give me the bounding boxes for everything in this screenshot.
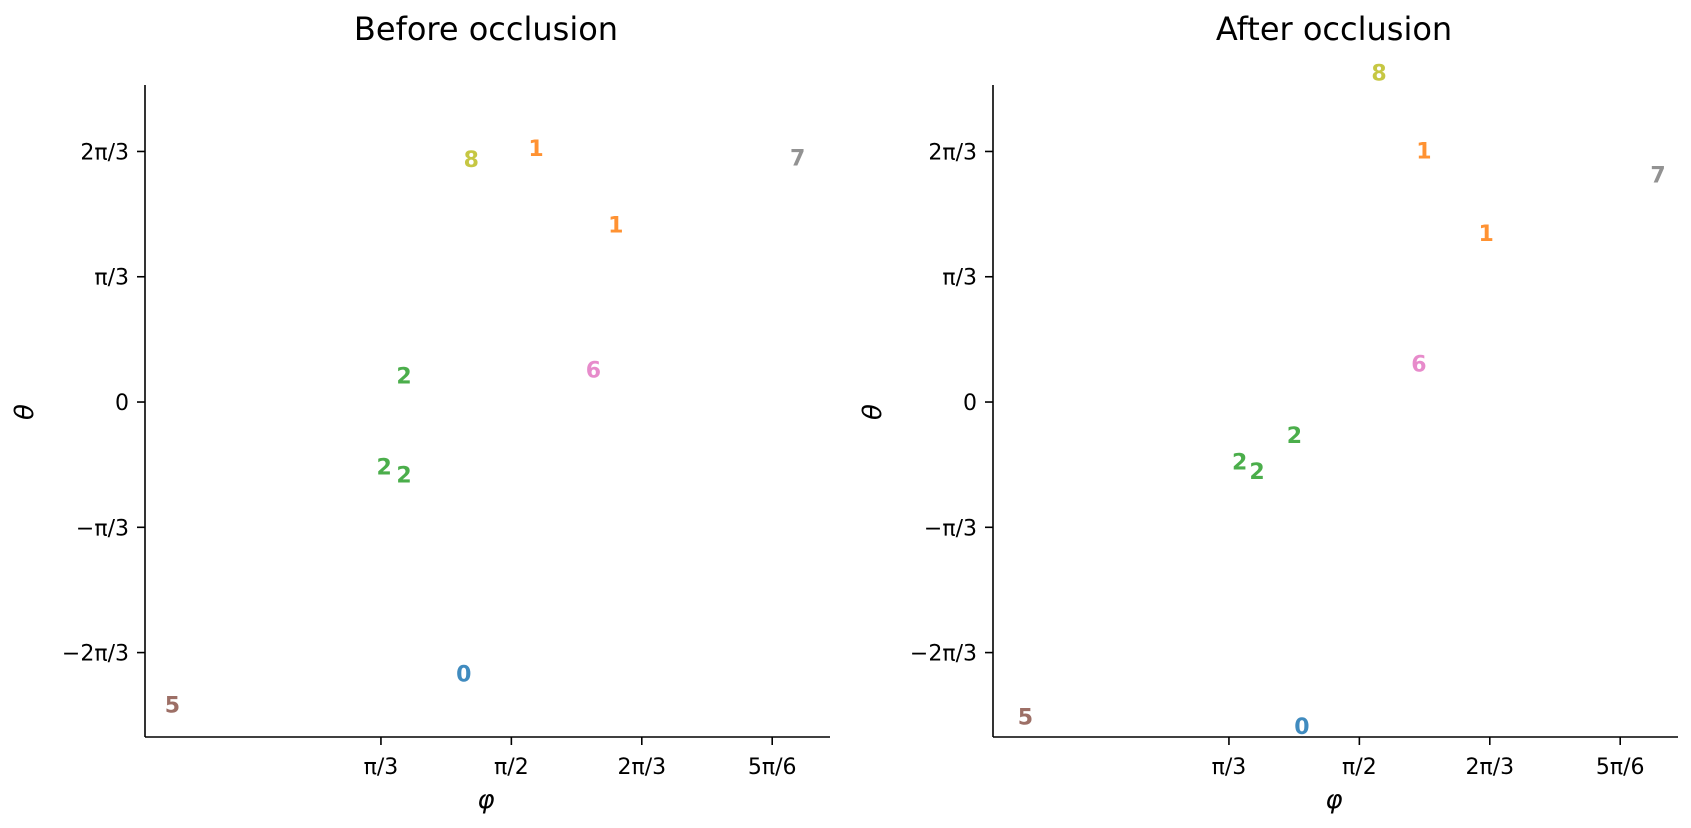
x-tick-label: 2π/3	[617, 755, 666, 780]
y-tick-label: −2π/3	[62, 642, 129, 667]
y-axis-label: θ	[858, 404, 888, 420]
data-point-label: 5	[1018, 705, 1033, 730]
data-point-label: 1	[1479, 222, 1494, 247]
data-point-label: 1	[1416, 139, 1431, 164]
data-point-label: 2	[376, 455, 391, 480]
x-tick-label: π/3	[1212, 755, 1247, 780]
x-tick-label: π/2	[494, 755, 529, 780]
panel-before-occlusion: Before occlusion φ θ π/3 π/2 2π/3 5π/6 2π/3…	[10, 10, 830, 815]
data-point-label: 2	[1287, 424, 1302, 449]
y-ticks: 2π/3 π/3 0 −π/3 −2π/3	[62, 140, 145, 667]
data-point-label: 7	[1650, 163, 1665, 188]
data-point-label: 2	[1249, 460, 1264, 485]
data-point-label: 8	[464, 148, 479, 173]
data-point-label: 2	[396, 364, 411, 389]
x-tick-label: 5π/6	[1596, 755, 1645, 780]
x-tick-label: π/3	[364, 755, 399, 780]
data-point-label: 2	[1232, 451, 1247, 476]
y-tick-label: 0	[115, 391, 129, 416]
x-axis-label: φ	[477, 785, 494, 815]
panel-title: Before occlusion	[354, 10, 618, 48]
y-tick-label: 2π/3	[80, 140, 129, 165]
panel-after-occlusion: After occlusion φ θ π/3 π/2 2π/3 5π/6 2π/3π…	[858, 10, 1678, 815]
data-point-label: 1	[608, 214, 623, 239]
panel-title: After occlusion	[1216, 10, 1452, 48]
y-axis-label: θ	[10, 404, 40, 420]
data-point-label: 0	[456, 662, 471, 687]
scatter-marks: 18 712 62 205	[165, 137, 806, 718]
x-ticks: π/3 π/2 2π/3 5π/6	[1212, 737, 1645, 780]
y-tick-label: 0	[963, 391, 977, 416]
y-tick-label: −π/3	[924, 516, 977, 541]
x-tick-label: 5π/6	[748, 755, 797, 780]
data-point-label: 2	[396, 464, 411, 489]
y-ticks: 2π/3 π/3 0 −π/3 −2π/3	[910, 140, 993, 667]
x-axis-label: φ	[1325, 785, 1342, 815]
y-tick-label: −π/3	[76, 516, 129, 541]
data-point-label: 8	[1371, 62, 1386, 87]
data-point-label: 5	[165, 693, 180, 718]
data-point-label: 6	[586, 358, 601, 383]
y-tick-label: π/3	[94, 266, 129, 291]
data-point-label: 7	[790, 147, 805, 172]
data-point-label: 1	[528, 137, 543, 162]
x-ticks: π/3 π/2 2π/3 5π/6	[364, 737, 797, 780]
y-tick-label: −2π/3	[910, 642, 977, 667]
x-tick-label: 2π/3	[1465, 755, 1514, 780]
data-point-label: 6	[1411, 352, 1426, 377]
data-point-label: 0	[1294, 715, 1309, 740]
y-tick-label: 2π/3	[928, 140, 977, 165]
y-tick-label: π/3	[942, 266, 977, 291]
x-tick-label: π/2	[1342, 755, 1377, 780]
